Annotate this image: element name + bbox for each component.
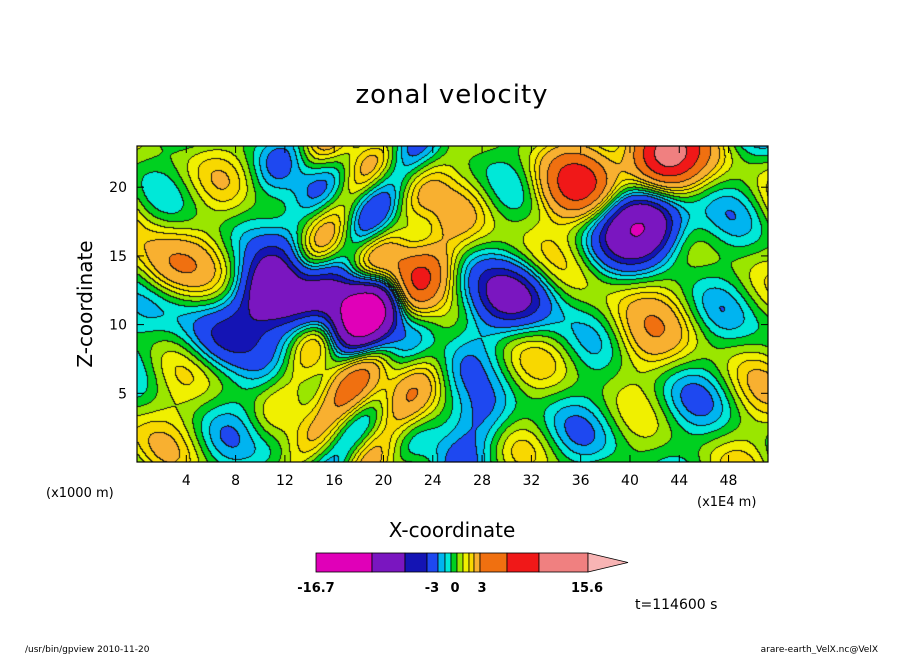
colorbar-label: -3 [425,581,439,596]
x-axis-label: X-coordinate [389,518,516,542]
colorbar-segment [468,552,475,573]
y-tick-label: 10 [109,318,127,334]
x-tick-label: 44 [670,473,688,489]
colorbar-label: 15.6 [571,581,603,596]
x-axis-ticks: 4 8 12 16 20 24 28 32 36 40 44 48 [182,146,738,489]
colorbar-segment [437,552,446,573]
colorbar-segment [473,552,481,573]
colorbar-segment [506,552,540,573]
colorbar-segment [538,552,589,573]
colorbar-label: -16.7 [297,581,334,596]
colorbar-segment [315,552,373,573]
time-label: t=114600 s [635,597,717,613]
x-tick-label: 48 [720,473,738,489]
colorbar-segment [456,552,464,573]
colorbar-segment [450,552,458,573]
colorbar-segment [404,552,428,573]
x-tick-label: 36 [572,473,590,489]
x-tick-label: 16 [325,473,343,489]
x-tick-label: 40 [621,473,639,489]
x-tick-label: 8 [231,473,240,489]
colorbar-label: 3 [477,581,486,596]
y-tick-label: 5 [118,386,127,402]
y-tick-label: 15 [109,249,127,265]
colorbar-segment [426,552,439,573]
colorbar [315,552,629,573]
colorbar-segment [479,552,508,573]
colorbar-segment [444,552,452,573]
x-tick-label: 12 [276,473,294,489]
colorbar-label: 0 [450,581,459,596]
colorbar-arrow [587,552,629,573]
y-axis-label: Z-coordinate [73,240,97,367]
x-tick-label: 20 [375,473,393,489]
y-axis-ticks: 5 10 15 20 [109,180,768,402]
y-tick-label: 20 [109,180,127,196]
x-axis-unit: (x1E4 m) [697,495,756,510]
footer-left: /usr/bin/gpview 2010-11-20 [25,645,150,654]
y-axis-unit: (x1000 m) [46,486,114,501]
x-tick-label: 4 [182,473,191,489]
x-tick-label: 32 [522,473,540,489]
colorbar-labels: -16.7 -3 0 3 15.6 [297,581,603,596]
chart-title: zonal velocity [355,80,548,110]
velocity-field-heatmap [137,146,768,462]
footer-right: arare-earth_VelX.nc@VelX [761,645,878,654]
colorbar-segment [462,552,470,573]
plot-frame [136,145,769,463]
colorbar-segment [371,552,406,573]
x-tick-label: 28 [473,473,491,489]
x-tick-label: 24 [424,473,442,489]
